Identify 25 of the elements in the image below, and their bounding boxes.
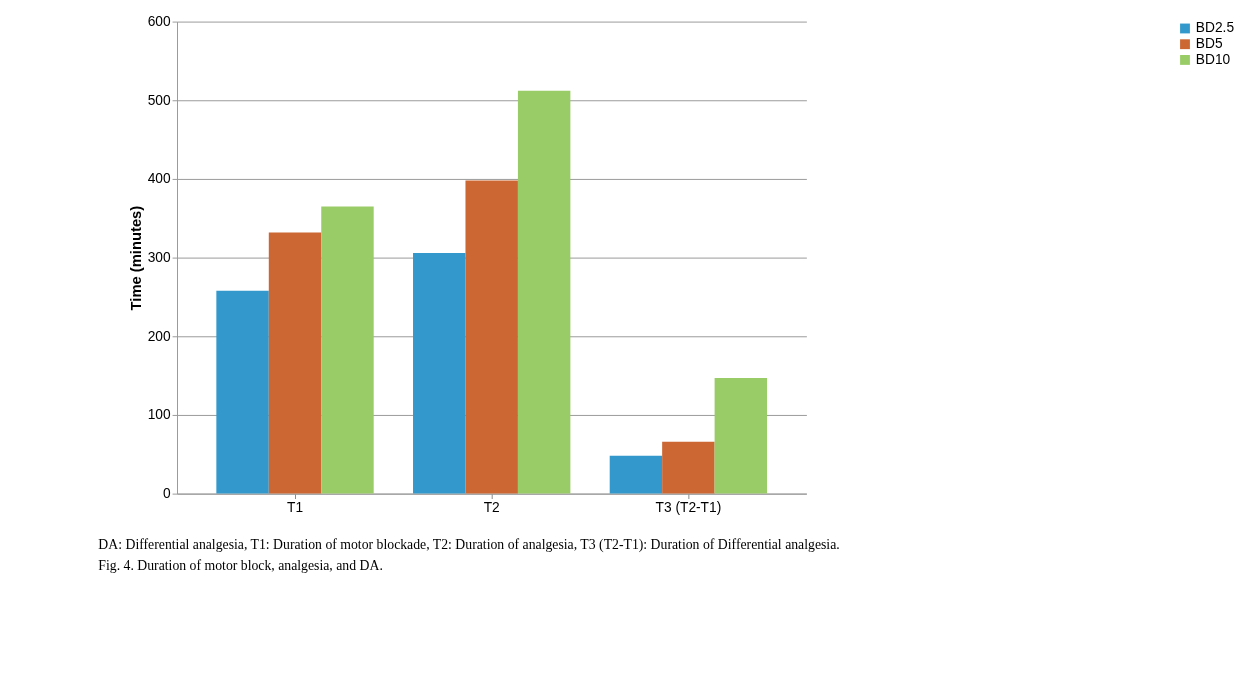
x-tick-label: T3 (T2-T1) [655,499,722,515]
x-tick-label: T2 [483,499,500,515]
y-axis-title: Time (minutes) [127,205,144,311]
x-tick-label: T1 [287,499,304,515]
bar [216,290,269,494]
bar [609,455,663,494]
y-tick-label: 300 [147,250,171,266]
bar [268,232,322,494]
legend-label: BD10 [1195,51,1231,67]
bar [662,441,715,494]
bar [714,377,768,494]
y-tick-label: 600 [147,14,171,30]
legend-label: BD5 [1195,36,1223,52]
bar [517,90,571,494]
legend-label: BD2.5 [1195,20,1235,36]
y-tick-label: 500 [147,92,171,108]
bar [465,180,518,494]
y-tick-label: 0 [162,486,171,502]
y-tick-label: 100 [147,407,171,423]
caption: Fig. 4. Duration of motor block, analgesia, and DA. [98,558,383,574]
bar [413,252,466,494]
y-tick-label: 400 [147,171,171,187]
y-tick-label: 200 [147,328,171,344]
text: DA: Differential analgesia, T1: Duration of motor blockade, T2: Duration of analgesia, T3 (T2-T1): Duration of Differential analgesia. [98,536,840,553]
bar [321,206,374,494]
